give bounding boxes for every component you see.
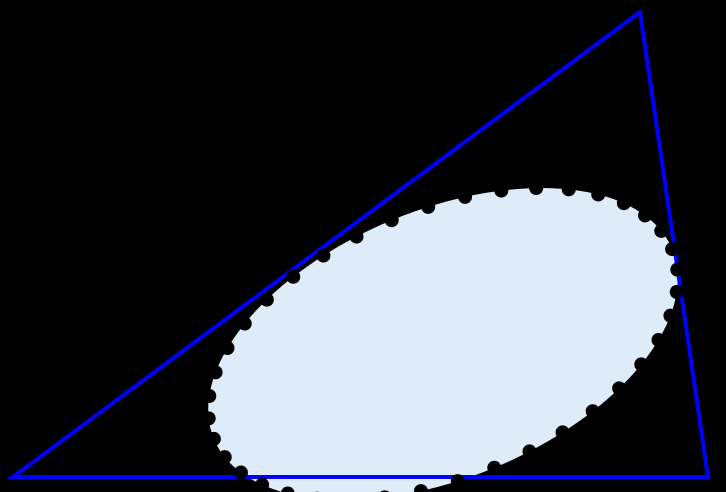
- ellipse-boundary-points: [201, 181, 685, 492]
- ellipse-boundary-point: [233, 465, 248, 480]
- ellipse-boundary-point: [522, 444, 537, 459]
- ellipse-boundary-point: [663, 308, 678, 323]
- ellipse-boundary-point: [561, 182, 576, 197]
- ellipse-boundary-point: [529, 181, 544, 196]
- ellipse-boundary-point: [591, 187, 606, 202]
- ellipse-boundary-point: [413, 484, 428, 492]
- ellipse-boundary-point: [201, 411, 216, 426]
- inscribed-ellipse-group: [208, 188, 678, 492]
- ellipse-boundary-point: [220, 341, 235, 356]
- ellipse-boundary-point: [555, 425, 570, 440]
- ellipse-boundary-point: [638, 208, 653, 223]
- ellipse-boundary-point: [665, 242, 680, 257]
- ellipse-boundary-point: [450, 474, 465, 489]
- ellipse-boundary-point: [202, 389, 217, 403]
- ellipse-boundary-point: [217, 450, 232, 465]
- ellipse-boundary-point: [612, 381, 627, 396]
- ellipse-boundary-point: [206, 431, 221, 446]
- ellipse-boundary-point: [669, 285, 684, 299]
- ellipse-boundary-point: [458, 189, 473, 204]
- ellipse-boundary-point: [208, 365, 223, 380]
- ellipse-boundary-point: [616, 196, 631, 211]
- ellipse-boundary-point: [259, 292, 274, 307]
- ellipse-boundary-point: [286, 269, 301, 284]
- ellipse-boundary-point: [349, 229, 364, 244]
- ellipse-boundary-point: [237, 316, 252, 331]
- ellipse-boundary-point: [654, 223, 669, 238]
- ellipse-boundary-point: [384, 213, 399, 228]
- ellipse-boundary-point: [421, 199, 436, 214]
- ellipse-boundary-point: [255, 477, 270, 492]
- ellipse-boundary-point: [494, 183, 509, 198]
- ellipse-boundary-point: [316, 248, 331, 263]
- ellipse-boundary-point: [670, 262, 685, 277]
- inscribed-ellipse: [208, 188, 678, 492]
- ellipse-boundary-point: [634, 357, 649, 372]
- ellipse-boundary-point: [651, 332, 666, 347]
- ellipse-boundary-point: [585, 404, 600, 419]
- ellipse-boundary-point: [280, 486, 295, 492]
- ellipse-boundary-point: [487, 460, 502, 475]
